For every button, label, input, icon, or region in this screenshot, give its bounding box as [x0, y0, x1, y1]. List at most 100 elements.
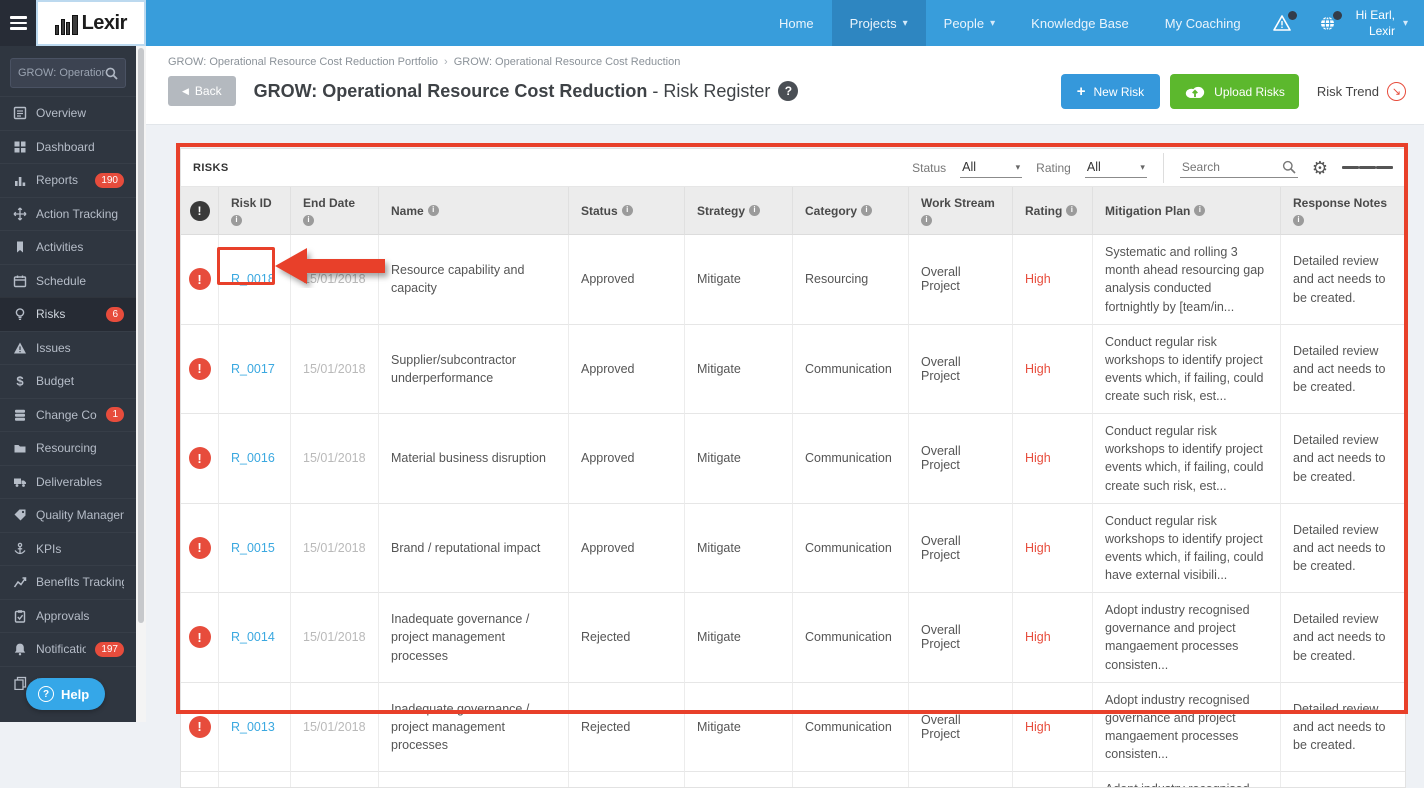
mitigation-plan-cell: Systematic and rolling 3 month ahead res…: [1093, 235, 1281, 325]
sidebar-item-issues[interactable]: Issues: [0, 331, 136, 365]
info-icon: i: [622, 205, 633, 216]
user-menu[interactable]: Hi Earl, Lexir ▾: [1350, 0, 1424, 46]
sidebar-item-change-control[interactable]: Change Control1: [0, 398, 136, 432]
nav-item-people[interactable]: People▾: [926, 0, 1014, 46]
sidebar-scrollbar-thumb[interactable]: [138, 48, 144, 623]
risk-id-link[interactable]: R_0013: [231, 720, 275, 734]
status-cell: Rejected: [569, 593, 685, 683]
risk-id-link[interactable]: R_0017: [231, 362, 275, 376]
sidebar-item-quality-management[interactable]: Quality Management: [0, 498, 136, 532]
status-cell: Approved: [569, 235, 685, 325]
nav-item-home[interactable]: Home: [761, 0, 832, 46]
logo-text: Lexir: [82, 12, 127, 35]
info-icon: i: [921, 215, 932, 226]
hamburger-icon: [10, 13, 27, 33]
documents-icon: [12, 675, 27, 690]
count-badge: 1: [106, 407, 124, 422]
sidebar-item-budget[interactable]: $Budget: [0, 364, 136, 398]
sidebar-item-approvals[interactable]: Approvals: [0, 599, 136, 633]
mitigation-plan-cell: Adopt industry recognised governance and…: [1093, 683, 1281, 773]
sidebar-item-overview[interactable]: Overview: [0, 96, 136, 130]
risk-alert-icon: !: [189, 358, 211, 380]
title-help-icon[interactable]: ?: [778, 81, 798, 101]
end-date-cell: 15/01/2018: [291, 772, 379, 788]
status-filter-select[interactable]: All ▾: [960, 157, 1022, 178]
upload-risks-label: Upload Risks: [1214, 85, 1285, 99]
sidebar-item-dashboard[interactable]: Dashboard: [0, 130, 136, 164]
rating-cell: High: [1013, 593, 1093, 683]
quality-icon: [12, 508, 27, 523]
main-content: GROW: Operational Resource Cost Reductio…: [146, 46, 1424, 722]
column-header-alert[interactable]: !: [181, 187, 219, 235]
sidebar-item-label: Notifications: [36, 642, 86, 656]
status-cell: Approved: [569, 325, 685, 415]
table-search-input[interactable]: [1182, 160, 1282, 174]
table-search[interactable]: [1180, 157, 1298, 178]
sidebar-item-notifications[interactable]: Notifications197: [0, 632, 136, 666]
sidebar-item-kpis[interactable]: KPIs: [0, 532, 136, 566]
upload-risks-button[interactable]: Upload Risks: [1170, 74, 1299, 109]
risk-id-link[interactable]: R_0016: [231, 451, 275, 465]
sidebar-toggle-button[interactable]: [0, 0, 36, 46]
breadcrumb-project-link[interactable]: GROW: Operational Resource Cost Reductio…: [454, 56, 681, 68]
app-logo[interactable]: Lexir: [36, 0, 146, 46]
page-header: GROW: Operational Resource Cost Reductio…: [146, 46, 1424, 125]
alerts-button[interactable]: [1259, 0, 1305, 46]
work-stream-cell: Overall Project: [909, 325, 1013, 415]
risk-id-link[interactable]: R_0014: [231, 630, 275, 644]
resourcing-icon: [12, 441, 27, 456]
risk-alert-icon: !: [189, 716, 211, 738]
kpis-icon: [12, 541, 27, 556]
sidebar-item-label: Reports: [36, 173, 86, 187]
back-button[interactable]: ◀ Back: [168, 76, 236, 106]
strategy-cell: Mitigate: [685, 414, 793, 504]
risk-id-link[interactable]: R_0018: [231, 272, 275, 286]
risks-panel-toolbar: RISKS Status All ▾ Rating All ▾: [181, 149, 1405, 187]
sidebar-item-deliverables[interactable]: Deliverables: [0, 465, 136, 499]
risk-trend-arrow-icon[interactable]: ↘: [1387, 82, 1406, 101]
sidebar-item-resourcing[interactable]: Resourcing: [0, 431, 136, 465]
nav-item-my-coaching[interactable]: My Coaching: [1147, 0, 1259, 46]
nav-item-knowledge-base[interactable]: Knowledge Base: [1013, 0, 1147, 46]
sidebar-item-activities[interactable]: Activities: [0, 230, 136, 264]
settings-gear-icon[interactable]: ⚙: [1312, 159, 1328, 177]
breadcrumb-portfolio-link[interactable]: GROW: Operational Resource Cost Reductio…: [168, 56, 438, 68]
rating-filter-select[interactable]: All ▾: [1085, 157, 1147, 178]
sidebar-item-benefits-tracking[interactable]: Benefits Tracking: [0, 565, 136, 599]
search-icon: [1282, 160, 1296, 174]
new-risk-button[interactable]: + New Risk: [1061, 74, 1160, 109]
sidebar-item-label: Dashboard: [36, 140, 124, 154]
help-button[interactable]: ? Help: [26, 678, 105, 710]
sidebar-item-action-tracking[interactable]: Action Tracking: [0, 197, 136, 231]
risk-id-link[interactable]: R_0015: [231, 541, 275, 555]
sidebar-search-input[interactable]: [18, 67, 105, 79]
exclamation-icon: !: [190, 201, 210, 221]
sidebar-item-schedule[interactable]: Schedule: [0, 264, 136, 298]
global-button[interactable]: [1305, 0, 1350, 46]
nav-item-projects[interactable]: Projects▾: [832, 0, 926, 46]
table-menu-icon[interactable]: [1342, 163, 1393, 172]
risk-trend-label: Risk Trend: [1317, 84, 1379, 99]
page-title-project: GROW: Operational Resource Cost Reductio…: [254, 81, 648, 101]
sidebar-search[interactable]: [10, 58, 126, 88]
